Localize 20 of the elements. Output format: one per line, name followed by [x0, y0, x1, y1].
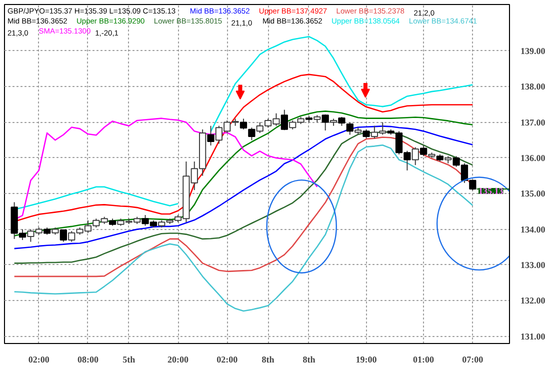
x-tick-label: 5th: [122, 354, 136, 364]
x-tick-label: 8th: [262, 354, 274, 364]
y-tick-label: 134.00: [520, 224, 546, 234]
x-tick-label: 02:00: [28, 354, 50, 364]
y-tick-label: 132.00: [520, 296, 546, 306]
x-tick-label: 19:00: [356, 354, 378, 364]
x-tick-label: 07:00: [462, 354, 484, 364]
y-tick-label: 137.00: [520, 117, 546, 128]
y-tick-label: 133.00: [520, 260, 546, 270]
y-tick-label: 139.00: [520, 46, 546, 56]
x-tick-label: 20:00: [168, 354, 190, 364]
y-tick-label: 131.00: [520, 331, 546, 342]
ref-line-label: 135.13: [478, 186, 504, 196]
y-tick-label: 138.00: [520, 82, 546, 92]
x-tick-label: 01:00: [413, 354, 435, 364]
y-tick-label: 135.00: [520, 188, 546, 199]
x-tick-label: 08:00: [77, 354, 99, 364]
x-tick-label: 8th: [302, 354, 316, 364]
y-tick-label: 136.00: [520, 152, 546, 163]
x-tick-label: 02:00: [216, 354, 238, 364]
